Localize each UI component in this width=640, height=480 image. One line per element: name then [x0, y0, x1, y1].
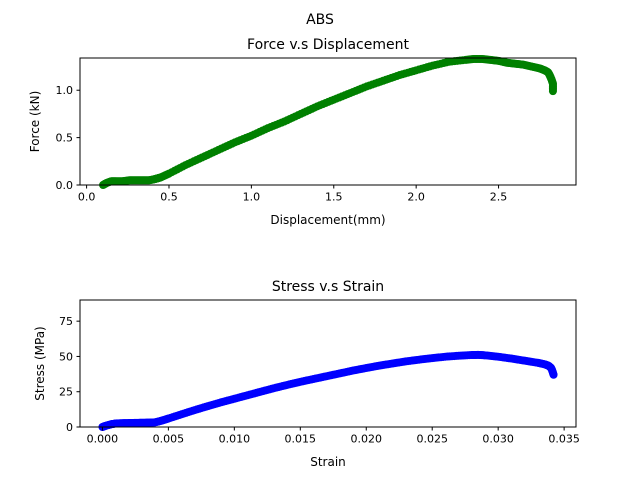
- force-displacement-y-tick-label: 1.0: [56, 84, 74, 97]
- force-displacement-x-tick-label: 1.0: [243, 191, 261, 204]
- force-displacement-x-axis-label: Displacement(mm): [270, 213, 385, 227]
- force-displacement-frame: [79, 57, 577, 186]
- stress-strain-y-tick-label: 75: [59, 315, 73, 328]
- force-displacement-data-point: [548, 87, 557, 96]
- stress-strain-x-tick-label: 0.035: [548, 433, 580, 446]
- force-displacement-points: [99, 54, 557, 189]
- figure-suptitle: ABS: [306, 12, 334, 28]
- stress-strain-x-tick-label: 0.025: [416, 433, 448, 446]
- stress-strain-y-tick-label: 0: [66, 421, 73, 434]
- stress-strain-y-ticks: 0 25 50 75: [59, 315, 80, 434]
- force-displacement-y-tick-label: 0.5: [56, 132, 74, 145]
- force-displacement-x-tick-label: 2.0: [407, 191, 425, 204]
- force-displacement-x-tick-label: 1.5: [325, 191, 343, 204]
- force-displacement-axes: Force v.s Displacement 0.0 0.5 1.0 1.5 2.0 2.…: [28, 37, 577, 227]
- force-displacement-y-tick-label: 0.0: [56, 179, 74, 192]
- stress-strain-x-ticks: 0.000 0.005 0.010 0.015 0.020 0.025 0.030 0.035: [87, 427, 580, 446]
- stress-strain-x-tick-label: 0.010: [219, 433, 251, 446]
- stress-strain-y-axis-label: Stress (MPa): [33, 326, 47, 400]
- stress-strain-x-tick-label: 0.015: [285, 433, 317, 446]
- stress-strain-x-tick-label: 0.030: [482, 433, 514, 446]
- stress-strain-title: Stress v.s Strain: [272, 279, 384, 295]
- force-displacement-x-tick-label: 0.0: [78, 191, 96, 204]
- stress-strain-x-tick-label: 0.020: [351, 433, 383, 446]
- stress-strain-axes: Stress v.s Strain 0.000 0.005 0.010 0.015 0.…: [33, 279, 580, 469]
- stress-strain-data-point: [549, 370, 558, 379]
- force-displacement-y-ticks: 0.0 0.5 1.0: [56, 84, 80, 192]
- stress-strain-x-tick-label: 0.005: [153, 433, 185, 446]
- stress-strain-points: [98, 350, 558, 431]
- stress-strain-x-axis-label: Strain: [310, 455, 346, 469]
- stress-strain-frame: [79, 299, 577, 428]
- force-displacement-title: Force v.s Displacement: [247, 37, 409, 53]
- stress-strain-x-tick-label: 0.000: [87, 433, 119, 446]
- stress-strain-y-tick-label: 50: [59, 350, 73, 363]
- force-displacement-x-tick-label: 2.5: [490, 191, 508, 204]
- force-displacement-x-tick-label: 0.5: [160, 191, 178, 204]
- force-displacement-x-ticks: 0.0 0.5 1.0 1.5 2.0 2.5: [78, 185, 507, 204]
- force-displacement-y-axis-label: Force (kN): [28, 91, 42, 153]
- stress-strain-y-tick-label: 25: [59, 386, 73, 399]
